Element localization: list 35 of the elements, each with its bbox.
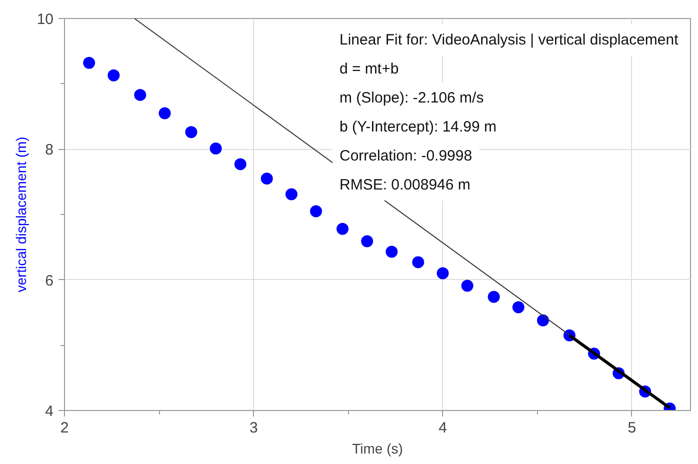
point bbox=[336, 222, 349, 235]
point bbox=[134, 88, 146, 101]
point bbox=[488, 290, 500, 303]
point bbox=[386, 246, 398, 258]
y-tick-label: 6 bbox=[45, 272, 54, 290]
x-tick-label: 5 bbox=[628, 420, 636, 436]
point bbox=[285, 188, 298, 200]
point bbox=[108, 69, 120, 82]
y-tick-label: 8 bbox=[45, 142, 54, 159]
point bbox=[461, 280, 474, 292]
point bbox=[210, 142, 222, 154]
x-tick-label: 3 bbox=[249, 420, 258, 436]
point bbox=[185, 126, 198, 138]
x-axis-title: Time (s) bbox=[352, 440, 403, 456]
point bbox=[512, 301, 524, 314]
annotation: Linear Fit for: VideoAnalysis | vertical displacement bbox=[340, 32, 680, 48]
point bbox=[158, 107, 171, 120]
point bbox=[436, 267, 449, 280]
annotation: b (Y-Intercept): 14.99 m bbox=[340, 118, 497, 136]
point bbox=[536, 314, 549, 326]
point bbox=[361, 235, 374, 248]
point bbox=[310, 205, 322, 218]
annotation: m (Slope): -2.106 m/s bbox=[340, 90, 484, 106]
x-tick-label: 2 bbox=[60, 420, 69, 436]
annotation: d = mt+b bbox=[340, 60, 399, 78]
y-tick-label: 10 bbox=[36, 11, 54, 28]
y-axis-title: vertical displacement (m) bbox=[12, 136, 29, 292]
point bbox=[234, 158, 246, 170]
annotation: Correlation: -0.9998 bbox=[340, 148, 472, 164]
y-tick-label: 4 bbox=[45, 403, 54, 420]
point bbox=[260, 172, 273, 185]
point bbox=[412, 256, 424, 268]
x-tick-label: 4 bbox=[438, 420, 447, 436]
annotation: RMSE: 0.008946 m bbox=[340, 176, 470, 194]
point bbox=[83, 56, 96, 69]
